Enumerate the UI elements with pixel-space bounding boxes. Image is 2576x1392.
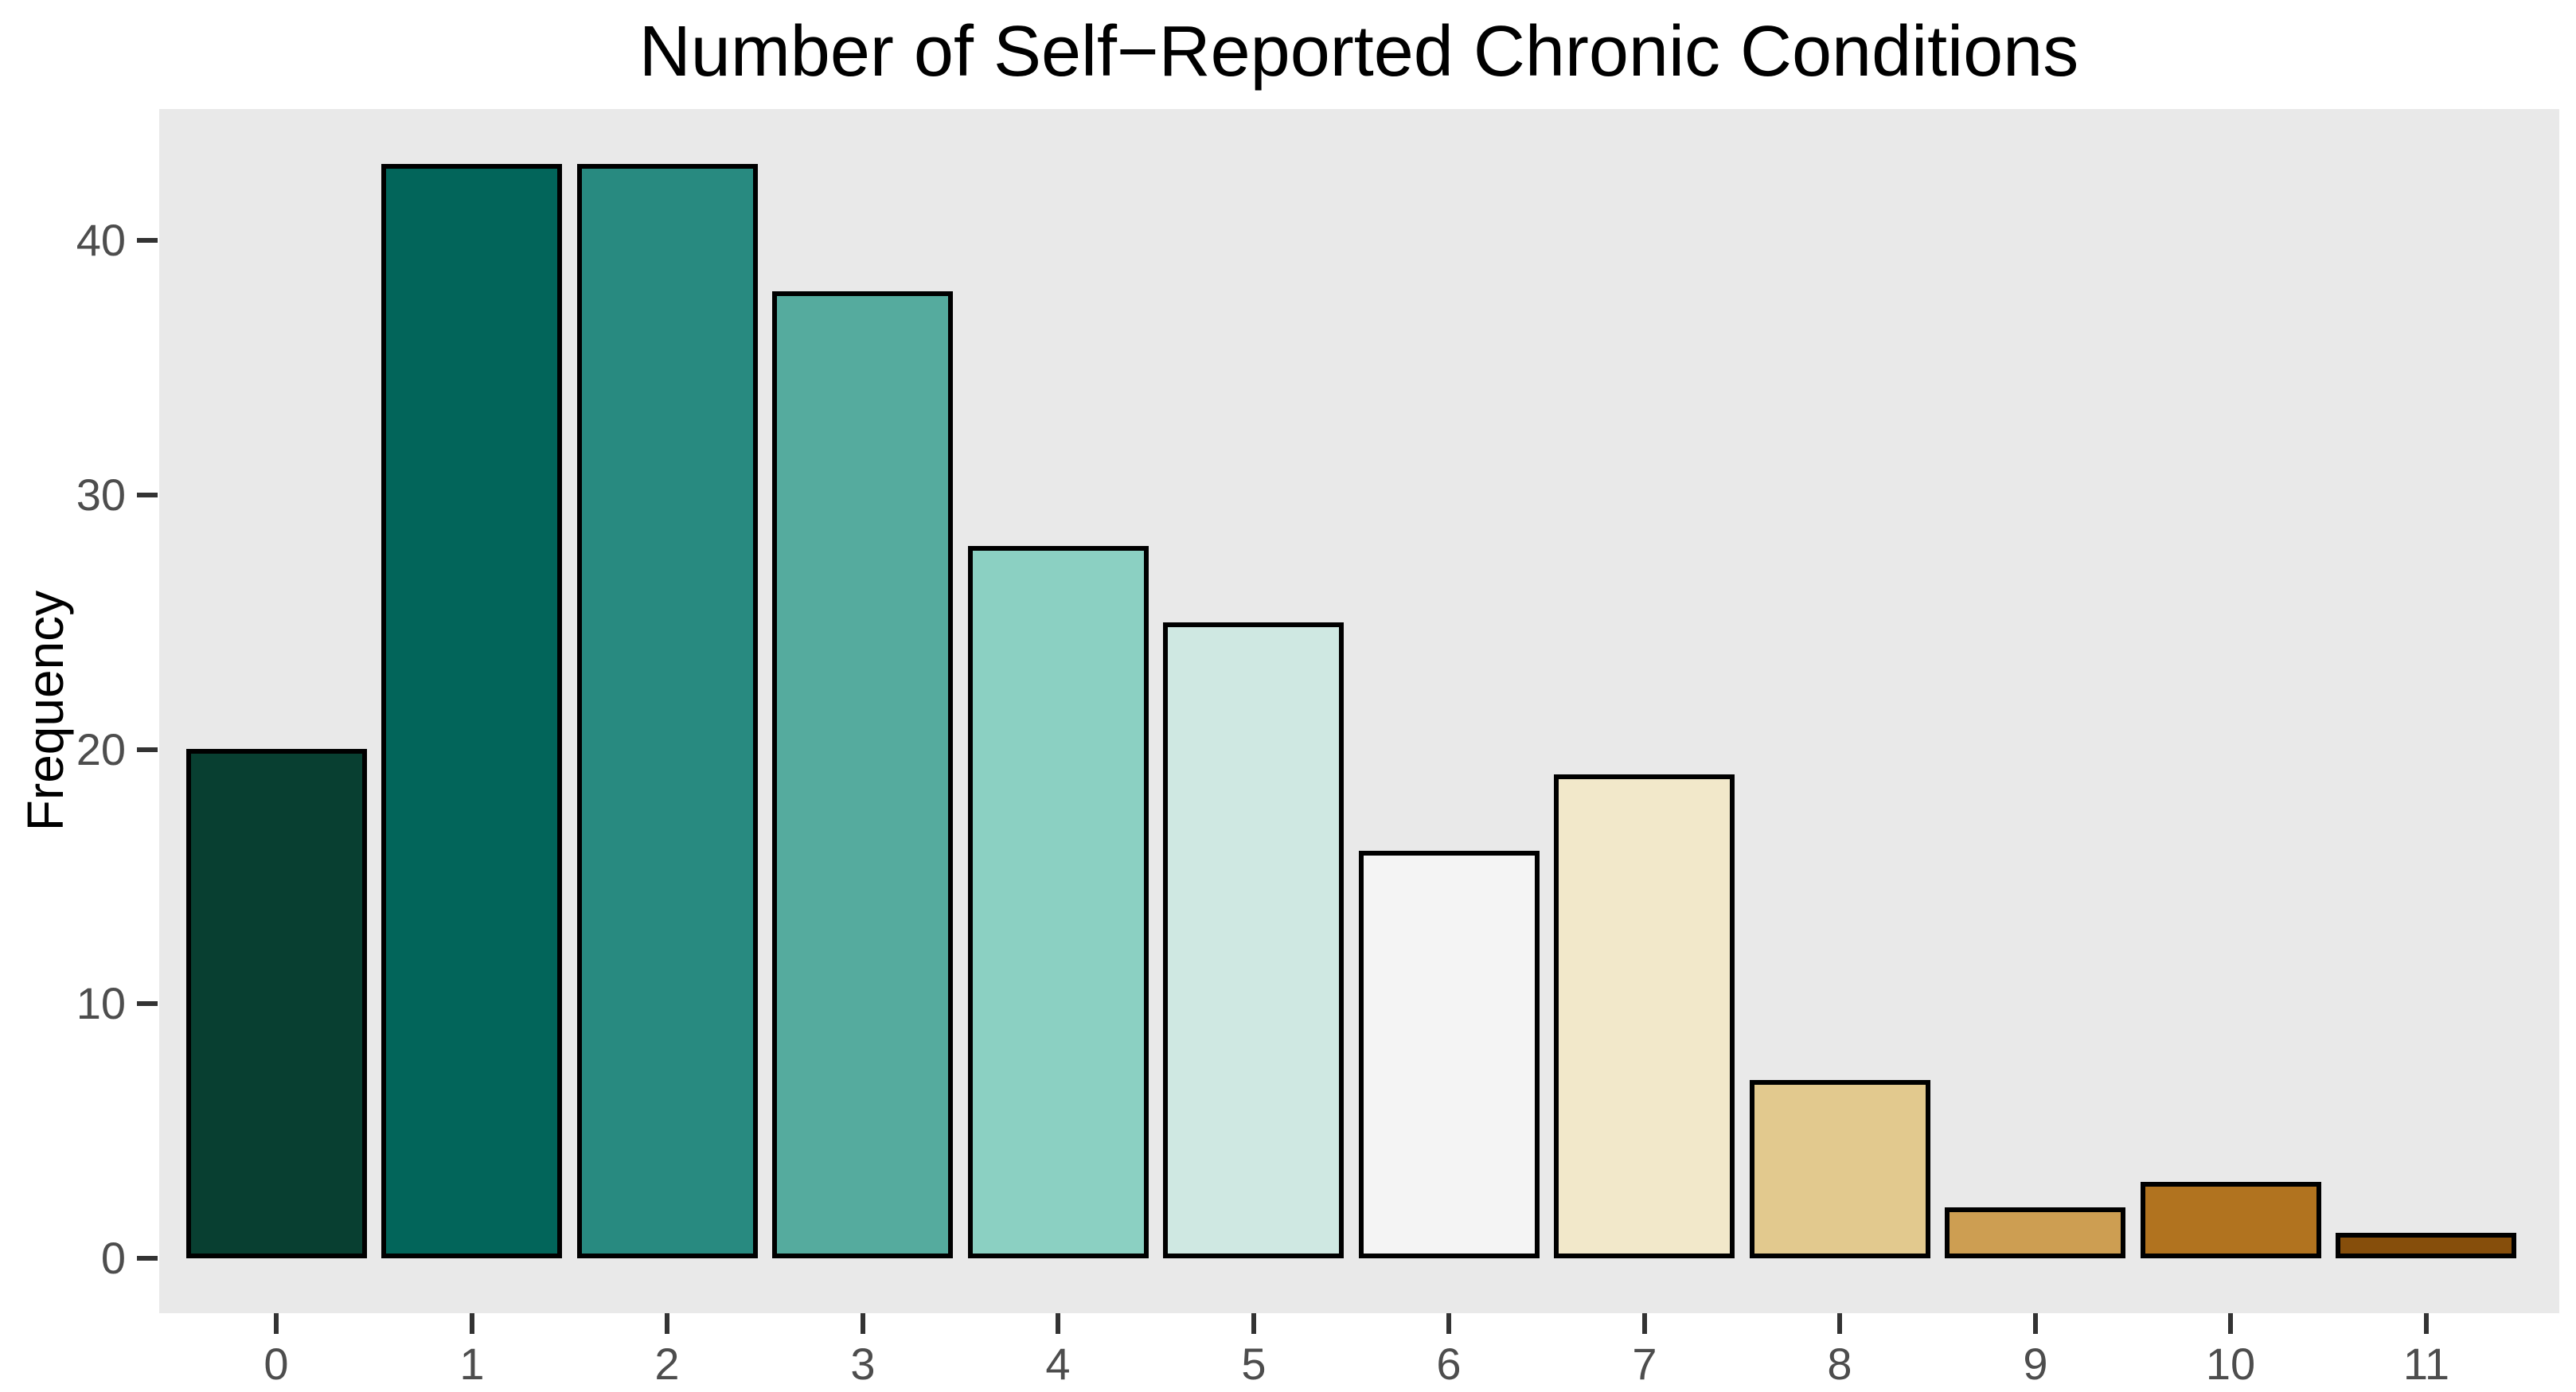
y-tick-label: 20: [76, 724, 126, 774]
y-tick-label: 10: [76, 978, 126, 1028]
x-tick-label: 9: [2023, 1339, 2048, 1389]
chart-title: Number of Self−Reported Chronic Conditio…: [638, 12, 2079, 92]
x-tick-mark: [1642, 1313, 1647, 1334]
bar-x11: [2336, 1233, 2516, 1258]
bar-x10: [2141, 1182, 2321, 1258]
x-tick-mark: [861, 1313, 865, 1334]
x-tick-label: 0: [263, 1339, 289, 1389]
plot-panel: [159, 109, 2559, 1313]
x-tick-mark: [2424, 1313, 2429, 1334]
x-tick-label: 2: [654, 1339, 680, 1389]
y-tick-mark: [137, 238, 158, 243]
x-tick-label: 3: [850, 1339, 876, 1389]
bar-x2: [577, 164, 758, 1258]
y-tick-label: 40: [76, 215, 126, 265]
x-tick-label: 11: [2402, 1339, 2450, 1389]
bar-x5: [1163, 622, 1344, 1258]
bar-x1: [381, 164, 562, 1258]
bar-x0: [186, 749, 367, 1258]
x-tick-mark: [1446, 1313, 1451, 1334]
x-tick-mark: [274, 1313, 279, 1334]
x-tick-label: 7: [1632, 1339, 1657, 1389]
y-tick-mark: [137, 1001, 158, 1006]
x-tick-mark: [470, 1313, 474, 1334]
bar-x8: [1750, 1080, 1930, 1258]
y-tick-mark: [137, 1256, 158, 1261]
x-tick-label: 10: [2205, 1339, 2256, 1389]
x-tick-mark: [1837, 1313, 1842, 1334]
x-tick-label: 5: [1241, 1339, 1267, 1389]
bar-x4: [968, 546, 1149, 1258]
y-tick-label: 30: [76, 470, 126, 520]
y-tick-mark: [137, 747, 158, 752]
y-tick-mark: [137, 493, 158, 497]
x-tick-label: 1: [459, 1339, 485, 1389]
bar-x9: [1945, 1207, 2125, 1258]
x-tick-mark: [1251, 1313, 1256, 1334]
x-tick-mark: [665, 1313, 669, 1334]
x-tick-label: 6: [1436, 1339, 1462, 1389]
x-tick-mark: [2033, 1313, 2038, 1334]
y-tick-label: 0: [100, 1233, 126, 1283]
bar-x6: [1359, 851, 1540, 1258]
x-tick-mark: [2228, 1313, 2233, 1334]
x-tick-mark: [1056, 1313, 1060, 1334]
x-tick-label: 4: [1045, 1339, 1071, 1389]
bar-x7: [1554, 774, 1735, 1258]
y-axis-title: Frequency: [17, 590, 74, 832]
x-tick-label: 8: [1827, 1339, 1852, 1389]
bar-x3: [772, 291, 953, 1258]
